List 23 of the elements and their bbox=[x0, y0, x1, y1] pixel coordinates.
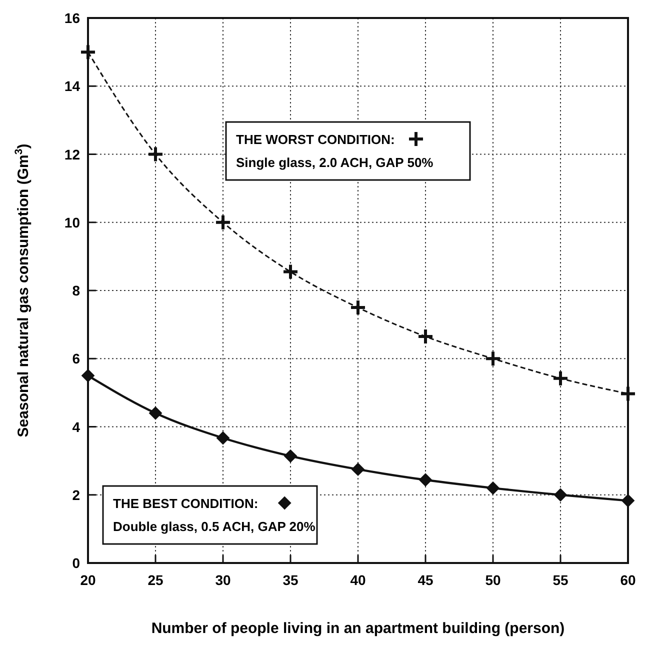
x-tick-label: 35 bbox=[282, 572, 298, 588]
y-tick-label: 12 bbox=[64, 146, 80, 162]
annotation: Double glass, 0.5 ACH, GAP 20% bbox=[113, 519, 316, 534]
annotation: Single glass, 2.0 ACH, GAP 50% bbox=[236, 155, 434, 170]
y-tick-label: 16 bbox=[64, 10, 80, 26]
y-tick-label: 6 bbox=[72, 350, 80, 367]
y-tick-label: 4 bbox=[72, 418, 80, 435]
y-tick-label: 2 bbox=[72, 486, 80, 503]
y-tick-label: 10 bbox=[64, 214, 80, 230]
x-tick-label: 25 bbox=[148, 572, 164, 588]
x-tick-label: 55 bbox=[552, 572, 568, 588]
y-tick-label: 14 bbox=[64, 78, 80, 94]
legend-label: THE WORST CONDITION: bbox=[236, 132, 395, 147]
y-tick-label: 0 bbox=[72, 555, 80, 571]
x-tick-label: 20 bbox=[80, 572, 96, 588]
x-tick-label: 45 bbox=[418, 572, 434, 588]
x-tick-label: 60 bbox=[620, 572, 636, 588]
y-tick-label: 8 bbox=[72, 282, 80, 298]
x-axis-title: Number of people living in an apartment building (person) bbox=[151, 620, 565, 637]
x-tick-label: 30 bbox=[215, 572, 231, 588]
legend-label: THE BEST CONDITION: bbox=[113, 496, 258, 511]
x-tick-label: 40 bbox=[350, 572, 366, 588]
x-tick-label: 50 bbox=[485, 572, 501, 588]
